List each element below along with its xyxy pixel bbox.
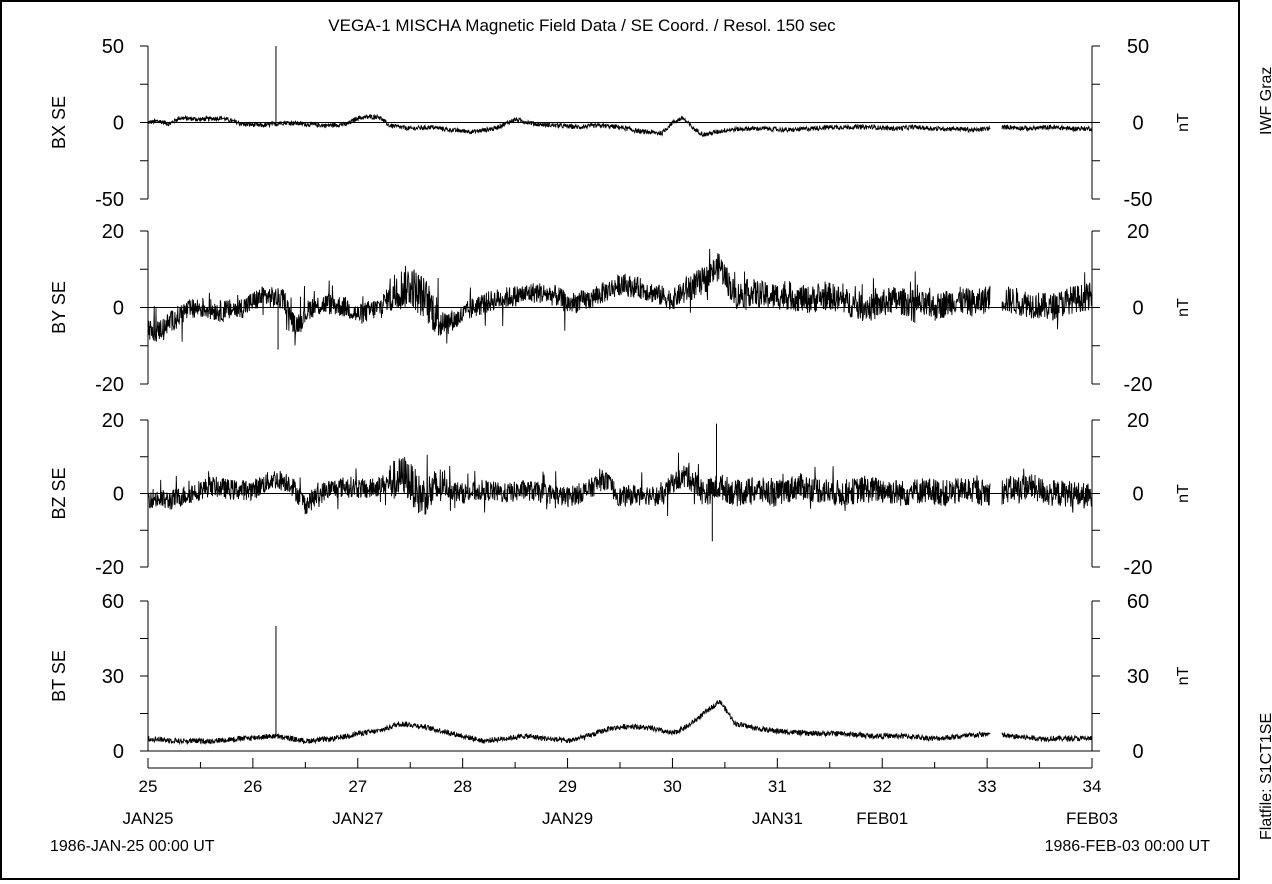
y-tick-label-right: 0 bbox=[1132, 298, 1143, 320]
end-time-label: 1986-FEB-03 00:00 UT bbox=[1045, 838, 1211, 855]
unit-label: nT bbox=[1175, 113, 1192, 132]
x-tick-label: 32 bbox=[873, 777, 892, 796]
y-tick-label-right: 0 bbox=[1132, 741, 1143, 763]
y-tick-label-left: -20 bbox=[95, 374, 124, 396]
y-tick-label-right: 60 bbox=[1127, 591, 1149, 613]
y-tick-label-left: 0 bbox=[113, 298, 124, 320]
panel-bx-se: 50 50 0 0 -50 -50 BX SE nT bbox=[49, 36, 1192, 211]
y-tick-label-left: 60 bbox=[102, 591, 124, 613]
data-trace bbox=[147, 248, 1093, 346]
date-label: FEB03 bbox=[1066, 809, 1118, 828]
flatfile-label: Flatfile: S1CT1SE bbox=[1258, 713, 1272, 840]
y-tick-label-right: -50 bbox=[1124, 189, 1153, 211]
y-axis-label: BX SE bbox=[49, 96, 69, 149]
y-tick-label-left: 0 bbox=[113, 741, 124, 763]
x-tick-label: 27 bbox=[348, 777, 367, 796]
y-tick-label-right: -20 bbox=[1124, 557, 1153, 579]
y-tick-label-left: 20 bbox=[102, 410, 124, 432]
institute-label: IWF Graz bbox=[1258, 67, 1272, 135]
y-tick-label-right: 0 bbox=[1132, 484, 1143, 506]
x-tick-label: 33 bbox=[978, 777, 997, 796]
y-tick-label-left: 0 bbox=[113, 113, 124, 135]
date-label: JAN27 bbox=[332, 809, 383, 828]
date-label: JAN29 bbox=[542, 809, 593, 828]
x-tick-label: 26 bbox=[243, 777, 262, 796]
y-tick-label-right: 20 bbox=[1127, 221, 1149, 243]
y-tick-label-left: 30 bbox=[102, 666, 124, 688]
y-tick-label-right: 20 bbox=[1127, 410, 1149, 432]
x-tick-label: 34 bbox=[1083, 777, 1102, 796]
y-tick-label-left: -50 bbox=[95, 189, 124, 211]
chart-title: VEGA-1 MISCHA Magnetic Field Data / SE C… bbox=[328, 16, 836, 35]
y-tick-label-right: 50 bbox=[1127, 36, 1149, 58]
y-tick-label-left: 50 bbox=[102, 36, 124, 58]
unit-label: nT bbox=[1175, 666, 1192, 685]
unit-label: nT bbox=[1175, 484, 1192, 503]
y-axis-label: BY SE bbox=[49, 281, 69, 334]
y-tick-label-left: 20 bbox=[102, 221, 124, 243]
panel-bz-se: 20 20 0 0 -20 -20 BZ SE nT bbox=[49, 410, 1192, 579]
panel-bt-se: 60 60 30 30 0 0 BT SE nT bbox=[49, 591, 1192, 763]
x-tick-label: 30 bbox=[663, 777, 682, 796]
x-tick-label: 29 bbox=[558, 777, 577, 796]
date-label: JAN25 bbox=[122, 809, 173, 828]
data-trace bbox=[147, 452, 1093, 517]
y-axis-label: BZ SE bbox=[49, 467, 69, 519]
data-trace bbox=[148, 113, 1093, 138]
y-axis-label: BT SE bbox=[49, 650, 69, 702]
y-tick-label-right: -20 bbox=[1124, 374, 1153, 396]
date-label: JAN31 bbox=[752, 809, 803, 828]
y-tick-label-right: 0 bbox=[1132, 113, 1143, 135]
date-label: FEB01 bbox=[856, 809, 908, 828]
y-tick-label-left: 0 bbox=[113, 484, 124, 506]
panel-by-se: 20 20 0 0 -20 -20 BY SE nT bbox=[49, 221, 1192, 396]
x-tick-label: 28 bbox=[453, 777, 472, 796]
y-tick-label-right: 30 bbox=[1127, 666, 1149, 688]
unit-label: nT bbox=[1175, 298, 1192, 317]
time-axis: 25 26 27 28 29 30 31 32 33 34 JAN25 JAN27 JAN29 JAN31… bbox=[122, 758, 1118, 828]
x-tick-label: 31 bbox=[768, 777, 787, 796]
plot-frame bbox=[0, 0, 1240, 880]
data-trace bbox=[147, 700, 1093, 746]
start-time-label: 1986-JAN-25 00:00 UT bbox=[50, 838, 215, 855]
y-tick-label-left: -20 bbox=[95, 557, 124, 579]
x-tick-label: 25 bbox=[139, 777, 158, 796]
